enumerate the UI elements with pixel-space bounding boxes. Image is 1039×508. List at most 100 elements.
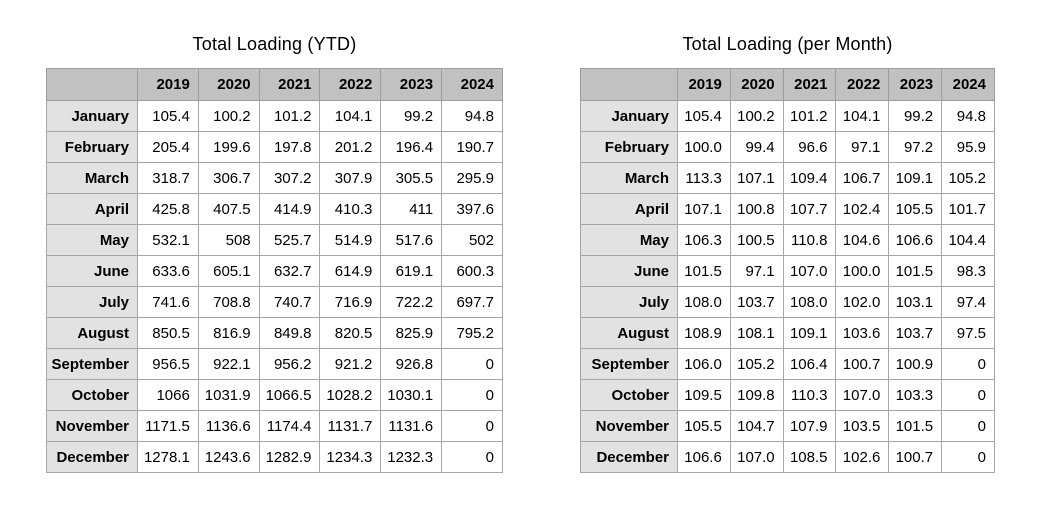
year-header: 2024 (941, 68, 995, 101)
data-cell: 0 (441, 379, 503, 411)
data-cell: 0 (441, 441, 503, 473)
data-cell: 110.3 (782, 379, 837, 411)
table-row: September 956.5 922.1 956.2 921.2 926.8 0 (46, 348, 503, 380)
data-cell: 425.8 (137, 193, 199, 225)
data-cell: 108.0 (782, 286, 837, 318)
data-cell: 605.1 (197, 255, 260, 287)
table-row: March 318.7 306.7 307.2 307.9 305.5 295.9 (46, 162, 503, 194)
data-cell: 103.7 (888, 317, 943, 349)
data-cell: 0 (941, 348, 995, 380)
ytd-table: 2019 2020 2021 2022 2023 2024 January 105.4 100… (46, 68, 503, 473)
data-cell: 110.8 (782, 224, 837, 256)
data-cell: 98.3 (941, 255, 995, 287)
data-cell: 397.6 (441, 193, 503, 225)
data-cell: 1243.6 (197, 441, 260, 473)
data-cell: 97.2 (888, 131, 943, 163)
data-cell: 1282.9 (258, 441, 321, 473)
data-cell: 104.1 (835, 100, 890, 132)
data-cell: 411 (380, 193, 443, 225)
data-cell: 1232.3 (380, 441, 443, 473)
data-cell: 106.0 (677, 348, 731, 380)
year-header: 2023 (888, 68, 943, 101)
month-row-header: November (580, 410, 678, 442)
data-cell: 306.7 (197, 162, 260, 194)
data-cell: 307.9 (319, 162, 382, 194)
month-row-header: April (580, 193, 678, 225)
data-cell: 105.2 (941, 162, 995, 194)
year-header: 2023 (380, 68, 443, 101)
data-cell: 108.9 (677, 317, 731, 349)
data-cell: 108.0 (677, 286, 731, 318)
data-cell: 107.1 (677, 193, 731, 225)
table-row: April 425.8 407.5 414.9 410.3 411 397.6 (46, 193, 503, 225)
data-cell: 697.7 (441, 286, 503, 318)
data-cell: 103.1 (888, 286, 943, 318)
data-cell: 106.7 (835, 162, 890, 194)
data-cell: 716.9 (319, 286, 382, 318)
table-row: February 205.4 199.6 197.8 201.2 196.4 190.7 (46, 131, 503, 163)
year-header: 2020 (197, 68, 260, 101)
data-cell: 305.5 (380, 162, 443, 194)
data-cell: 100.0 (677, 131, 731, 163)
data-cell: 0 (441, 348, 503, 380)
data-cell: 199.6 (197, 131, 260, 163)
data-cell: 0 (941, 379, 995, 411)
year-header: 2019 (137, 68, 199, 101)
table-block-ytd: Total Loading (YTD) 2019 2020 2021 2022 2023… (46, 34, 503, 473)
data-cell: 205.4 (137, 131, 199, 163)
data-cell: 109.5 (677, 379, 731, 411)
data-cell: 849.8 (258, 317, 321, 349)
data-cell: 100.8 (729, 193, 784, 225)
table-row: December 1278.1 1243.6 1282.9 1234.3 1232.3 0 (46, 441, 503, 473)
data-cell: 922.1 (197, 348, 260, 380)
year-header: 2021 (782, 68, 837, 101)
data-cell: 850.5 (137, 317, 199, 349)
table-row: September 106.0 105.2 106.4 100.7 100.9 0 (580, 348, 995, 380)
data-cell: 708.8 (197, 286, 260, 318)
year-header: 2022 (835, 68, 890, 101)
month-row-header: October (580, 379, 678, 411)
data-cell: 95.9 (941, 131, 995, 163)
header-row: 2019 2020 2021 2022 2023 2024 (46, 68, 503, 101)
data-cell: 109.1 (888, 162, 943, 194)
data-cell: 107.9 (782, 410, 837, 442)
data-cell: 101.2 (782, 100, 837, 132)
header-row: 2019 2020 2021 2022 2023 2024 (580, 68, 995, 101)
data-cell: 104.1 (319, 100, 382, 132)
data-cell: 1131.7 (319, 410, 382, 442)
month-row-header: February (580, 131, 678, 163)
table-row: November 1171.5 1136.6 1174.4 1131.7 1131.6 0 (46, 410, 503, 442)
table-row: May 532.1 508 525.7 514.9 517.6 502 (46, 224, 503, 256)
data-cell: 103.7 (729, 286, 784, 318)
data-cell: 100.0 (835, 255, 890, 287)
data-cell: 97.1 (835, 131, 890, 163)
data-cell: 105.5 (888, 193, 943, 225)
data-cell: 740.7 (258, 286, 321, 318)
data-cell: 633.6 (137, 255, 199, 287)
data-cell: 105.2 (729, 348, 784, 380)
data-cell: 103.5 (835, 410, 890, 442)
month-row-header: April (46, 193, 138, 225)
month-row-header: September (46, 348, 138, 380)
data-cell: 106.4 (782, 348, 837, 380)
data-cell: 107.0 (835, 379, 890, 411)
data-cell: 956.2 (258, 348, 321, 380)
data-cell: 100.2 (729, 100, 784, 132)
data-cell: 741.6 (137, 286, 199, 318)
data-cell: 525.7 (258, 224, 321, 256)
table-row: June 101.5 97.1 107.0 100.0 101.5 98.3 (580, 255, 995, 287)
month-row-header: November (46, 410, 138, 442)
month-row-header: July (580, 286, 678, 318)
month-row-header: January (580, 100, 678, 132)
data-cell: 532.1 (137, 224, 199, 256)
data-cell: 956.5 (137, 348, 199, 380)
data-cell: 103.3 (888, 379, 943, 411)
data-cell: 109.1 (782, 317, 837, 349)
data-cell: 600.3 (441, 255, 503, 287)
corner-cell (580, 68, 678, 101)
data-cell: 104.4 (941, 224, 995, 256)
data-cell: 109.4 (782, 162, 837, 194)
table-row: July 741.6 708.8 740.7 716.9 722.2 697.7 (46, 286, 503, 318)
data-cell: 921.2 (319, 348, 382, 380)
table-row: August 850.5 816.9 849.8 820.5 825.9 795.2 (46, 317, 503, 349)
